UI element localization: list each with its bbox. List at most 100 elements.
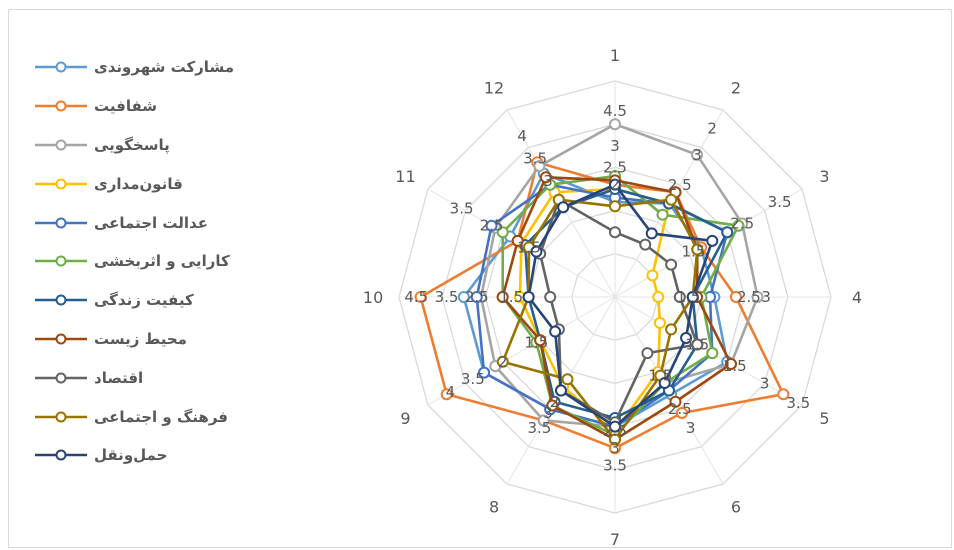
legend-item: پاسخگویی: [34, 126, 256, 165]
data-label: 2: [550, 393, 560, 411]
data-label: 4: [446, 383, 456, 401]
data-label: 3.5: [523, 150, 547, 168]
data-label: 3.5: [768, 193, 792, 211]
series-point: [658, 377, 671, 390]
series-point: [665, 258, 678, 271]
data-label: 2: [498, 353, 508, 371]
data-label: 3: [692, 146, 702, 164]
series-point: [673, 291, 686, 303]
legend-item: کیفیت زندگی: [34, 281, 256, 320]
legend-swatch-icon: [35, 139, 87, 151]
series-point: [646, 269, 659, 282]
data-label: 3.5: [603, 456, 627, 474]
series-point: [561, 373, 574, 386]
series-point: [546, 399, 559, 412]
data-label: 1.5: [677, 288, 701, 306]
series-point: [496, 226, 509, 239]
legend-item: عدالت اجتماعی: [34, 203, 256, 242]
data-label: 3.5: [435, 288, 459, 306]
data-label: 1.5: [648, 367, 672, 385]
category-label: 3: [819, 167, 829, 186]
series-point: [470, 291, 483, 303]
grid-spoke: [427, 296, 616, 406]
data-label: 2.5: [668, 400, 692, 418]
series-point: [485, 219, 498, 232]
data-label: 2: [707, 120, 717, 138]
series-point: [478, 366, 491, 379]
series-point: [557, 201, 570, 214]
legend-swatch-icon: [35, 255, 87, 267]
series-point: [609, 200, 621, 213]
legend-label: کارایی و اثربخشی: [94, 252, 230, 271]
series-point: [414, 291, 427, 303]
data-label: 1.5: [685, 336, 709, 354]
series-point: [609, 118, 621, 131]
series-point: [511, 234, 524, 247]
legend-label: مشارکت شهروندی: [94, 58, 234, 77]
legend-label: شفافیت: [94, 97, 158, 116]
legend-label: فرهنگ و اجتماعی: [94, 407, 228, 426]
legend-label: اقتصاد: [94, 368, 144, 387]
series-point: [665, 193, 678, 206]
series-point: [440, 388, 453, 401]
legend-swatch-icon: [35, 411, 87, 423]
series-point: [609, 178, 621, 191]
series-point: [691, 338, 704, 351]
category-label: 4: [852, 288, 862, 307]
category-label: 12: [484, 78, 504, 97]
legend-item: محیط زیست: [34, 320, 256, 359]
series-point: [639, 238, 652, 251]
legend-label: عدالت اجتماعی: [94, 213, 208, 232]
series-group: [414, 118, 790, 455]
legend-item: قانون‌مداری: [34, 164, 256, 203]
data-label: 3: [686, 419, 696, 437]
series-point: [609, 226, 621, 239]
series-point: [496, 355, 509, 368]
data-label: 3: [760, 374, 770, 392]
series-point: [691, 243, 704, 256]
legend-swatch-icon: [35, 372, 87, 384]
series-point: [721, 226, 734, 239]
series-point: [539, 171, 552, 184]
legend-label: حمل‌ونقل: [94, 446, 168, 465]
series: [522, 178, 719, 433]
data-label: 2.5: [465, 288, 489, 306]
data-label: 4.5: [404, 288, 428, 306]
series-point: [686, 291, 699, 303]
data-label: 4.5: [603, 102, 627, 120]
series-point: [652, 291, 665, 303]
series-point: [724, 357, 737, 370]
legend-label: کیفیت زندگی: [94, 291, 194, 310]
data-label: 2.5: [730, 215, 754, 233]
data-label: 4: [517, 127, 527, 145]
series-point: [751, 291, 764, 303]
series-point: [675, 406, 688, 419]
category-label: 10: [363, 288, 383, 307]
legend-label: پاسخگویی: [94, 135, 170, 154]
series-point: [729, 291, 742, 303]
legend-item: کارایی و اثربخشی: [34, 242, 256, 281]
category-label: 6: [731, 498, 741, 517]
data-label: 3: [761, 288, 771, 306]
data-label: 3.5: [527, 419, 551, 437]
series-point: [530, 245, 543, 258]
series-point: [496, 291, 509, 303]
data-label: 3: [610, 137, 620, 155]
series-point: [732, 219, 745, 232]
legend-item: اقتصاد: [34, 358, 256, 397]
series-point: [609, 433, 621, 446]
series-point: [522, 291, 535, 303]
legend: مشارکت شهروندی شفافیت پاسخگویی قانون‌مداری ع…: [34, 48, 256, 475]
series-point: [656, 208, 669, 221]
data-label: 1.5: [517, 238, 541, 256]
category-label: 2: [731, 78, 741, 97]
data-label: 2.5: [737, 288, 761, 306]
series-point: [533, 160, 546, 173]
series-point: [706, 347, 719, 360]
legend-swatch-icon: [35, 294, 87, 306]
series-point: [669, 395, 682, 408]
legend-swatch-icon: [35, 449, 87, 461]
